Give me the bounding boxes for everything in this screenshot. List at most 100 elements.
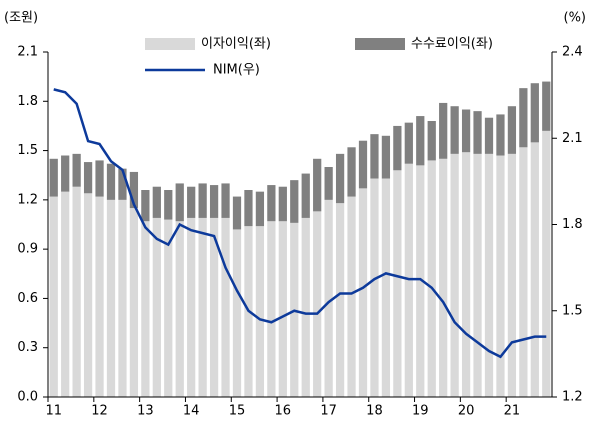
bar xyxy=(278,221,287,397)
bar xyxy=(404,122,413,164)
bar xyxy=(49,158,58,197)
bar xyxy=(49,196,58,397)
x-tick-label: 16 xyxy=(275,404,292,419)
bar xyxy=(301,173,310,218)
bar xyxy=(416,165,425,397)
bar xyxy=(381,178,391,397)
bar xyxy=(106,163,116,200)
bar xyxy=(61,155,70,192)
x-tick-label: 12 xyxy=(91,404,108,419)
x-tick-label: 13 xyxy=(137,404,154,419)
x-tick-label: 11 xyxy=(45,404,62,419)
legend-swatch xyxy=(145,38,195,50)
bar xyxy=(496,114,505,156)
bar xyxy=(175,221,184,397)
x-tick-label: 15 xyxy=(229,404,246,419)
bar xyxy=(416,116,425,166)
bar xyxy=(232,196,242,230)
bar xyxy=(209,217,219,397)
bar xyxy=(72,186,81,397)
x-tick-label: 19 xyxy=(412,404,429,419)
y-tick-label: 0.3 xyxy=(17,340,38,355)
bar xyxy=(152,217,161,397)
bar xyxy=(530,83,539,143)
bar xyxy=(484,153,494,397)
bar xyxy=(439,158,448,397)
bar xyxy=(61,191,70,397)
y-tick-label: 1.2 xyxy=(17,192,38,207)
bar xyxy=(129,171,139,209)
bar xyxy=(267,221,276,397)
bar xyxy=(118,168,127,200)
bar xyxy=(519,147,528,397)
bar xyxy=(393,125,402,171)
x-tick-label: 21 xyxy=(504,404,521,419)
bar xyxy=(83,162,93,194)
bar xyxy=(267,185,276,222)
bar xyxy=(393,170,402,397)
bar xyxy=(118,199,127,397)
bar xyxy=(439,102,448,159)
bar xyxy=(301,217,310,397)
nim-line xyxy=(53,88,547,359)
bar xyxy=(221,183,230,218)
y-tick-label: 0.9 xyxy=(17,242,38,257)
bar xyxy=(542,130,551,397)
x-tick-label: 17 xyxy=(320,404,337,419)
bar xyxy=(324,199,333,397)
bar xyxy=(335,203,345,397)
y2-tick-label: 2.1 xyxy=(562,131,583,146)
y-tick-label: 0.6 xyxy=(17,291,38,306)
bar xyxy=(187,217,196,397)
bar xyxy=(152,186,161,218)
legend-label: NIM(우) xyxy=(213,63,260,78)
y-tick-label: 0.0 xyxy=(17,390,38,405)
bar xyxy=(164,190,173,220)
bar xyxy=(175,183,184,222)
bar xyxy=(358,188,368,397)
bar xyxy=(450,153,459,397)
bar xyxy=(335,153,345,204)
bar xyxy=(324,167,333,200)
bar xyxy=(519,88,528,148)
bar xyxy=(164,219,173,397)
x-tick-label: 18 xyxy=(366,404,383,419)
bar xyxy=(313,158,322,212)
bar xyxy=(313,211,322,397)
x-tick-label: 20 xyxy=(458,404,475,419)
bar xyxy=(461,109,471,153)
bar xyxy=(370,178,379,397)
bar xyxy=(129,208,139,397)
y2-tick-label: 2.4 xyxy=(562,45,583,60)
y2-tick-label: 1.5 xyxy=(562,303,583,318)
bar xyxy=(347,147,356,197)
bar xyxy=(427,121,436,161)
y-tick-label: 1.5 xyxy=(17,143,38,158)
bar xyxy=(290,180,299,223)
y-axis-label: (조원) xyxy=(4,11,38,26)
legend-label: 이자이익(좌) xyxy=(201,37,271,52)
bar xyxy=(496,155,505,397)
bar xyxy=(209,185,219,218)
bar xyxy=(95,196,104,397)
bar xyxy=(72,153,81,187)
bar xyxy=(484,117,494,154)
bar xyxy=(244,190,253,227)
bar xyxy=(542,81,551,131)
bar xyxy=(198,183,207,218)
bar xyxy=(255,191,265,227)
bar xyxy=(141,190,150,222)
bar xyxy=(381,135,391,179)
bar xyxy=(187,186,196,218)
bar xyxy=(358,140,368,189)
bar xyxy=(106,199,116,397)
bar xyxy=(83,193,93,397)
y2-axis-label: (%) xyxy=(564,11,587,26)
bar xyxy=(95,160,104,197)
y-tick-label: 2.1 xyxy=(17,45,38,60)
bar xyxy=(370,134,379,179)
bar xyxy=(278,186,287,222)
bar xyxy=(221,217,230,397)
bar xyxy=(232,229,242,397)
